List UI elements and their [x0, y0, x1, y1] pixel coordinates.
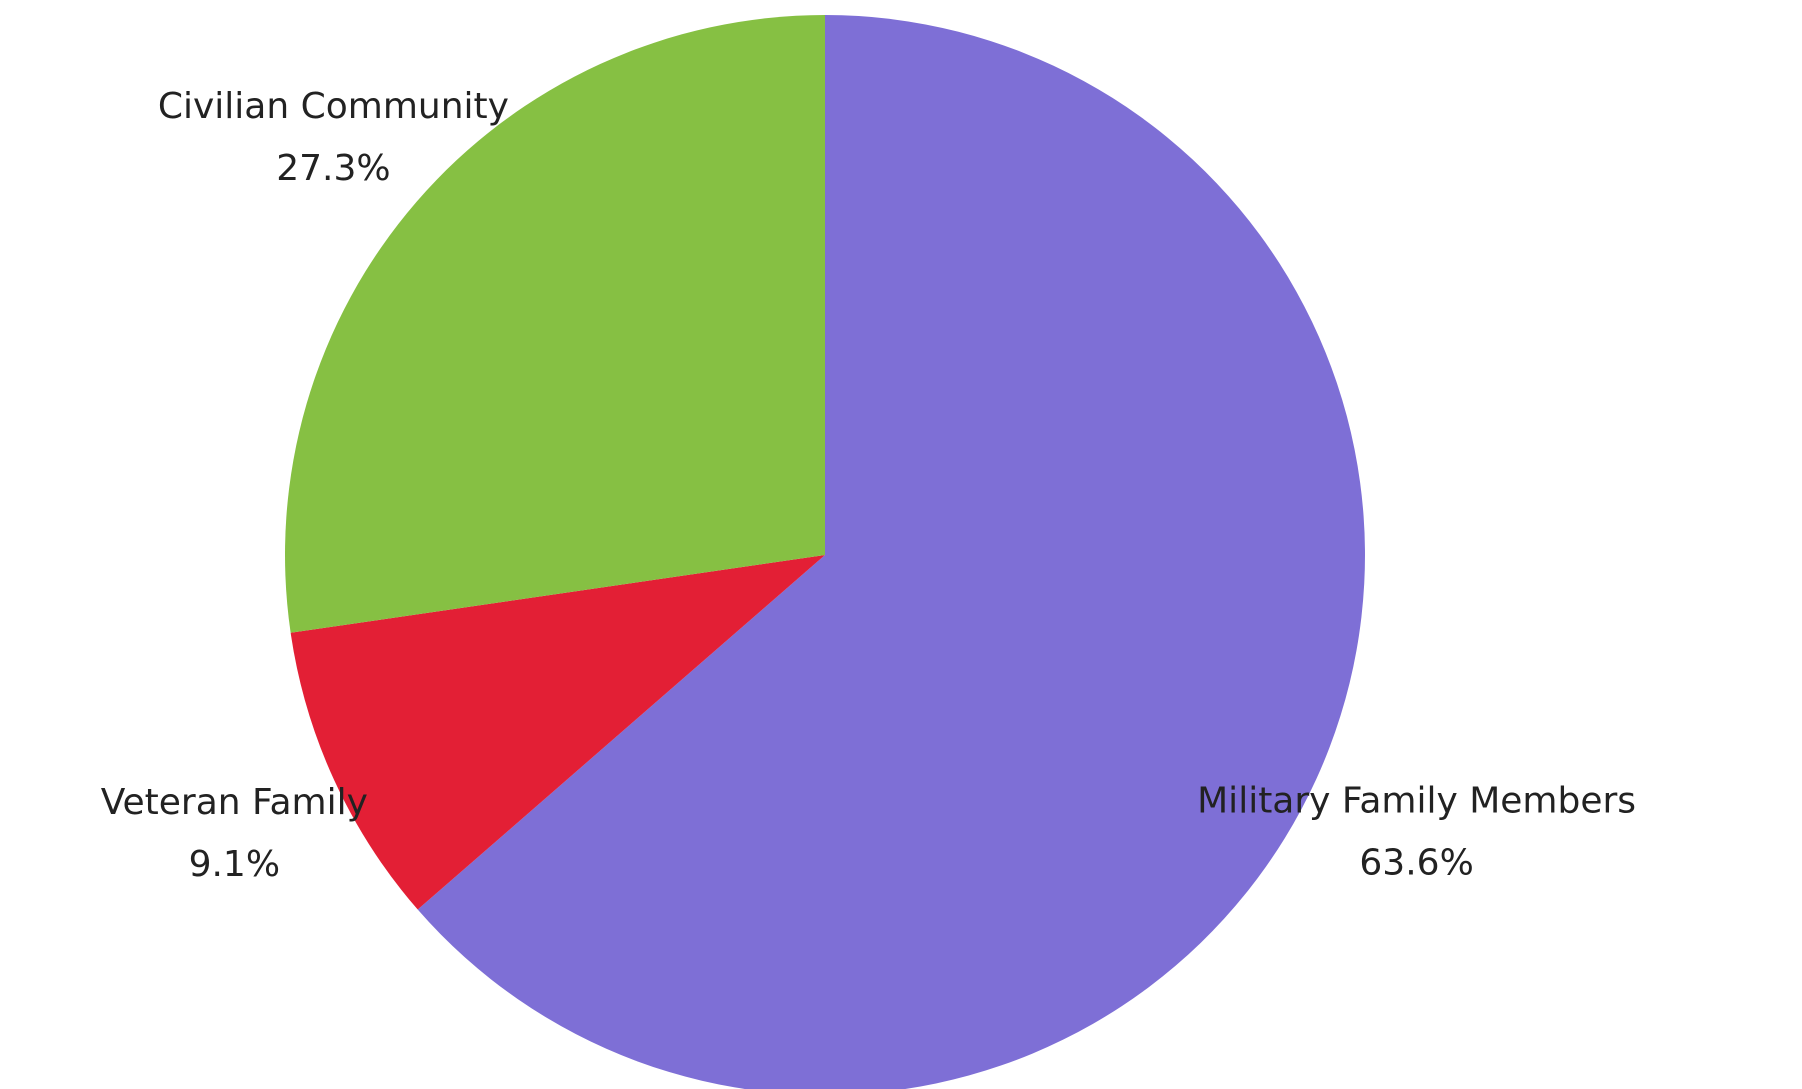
pie-labels: Military Family Members 63.6% Veteran Fami… — [101, 86, 1636, 885]
pie-label-percent: 9.1% — [189, 844, 280, 885]
pie-label-percent: 63.6% — [1359, 842, 1473, 883]
pie-slice-veteran-family[interactable] — [290, 555, 825, 910]
pie-label-veteran-family: Veteran Family 9.1% — [101, 782, 368, 885]
pie-label-name: Military Family Members — [1197, 780, 1636, 821]
pie-slice-military-family-members[interactable] — [417, 15, 1365, 1089]
pie-slice-civilian-community[interactable] — [285, 15, 825, 633]
pie-slices — [285, 15, 1365, 1089]
pie-label-civilian-community: Civilian Community 27.3% — [158, 86, 509, 189]
pie-label-name: Veteran Family — [101, 782, 368, 823]
pie-label-percent: 27.3% — [276, 148, 390, 189]
pie-label-military-family-members: Military Family Members 63.6% — [1197, 780, 1636, 883]
pie-label-name: Civilian Community — [158, 86, 509, 127]
